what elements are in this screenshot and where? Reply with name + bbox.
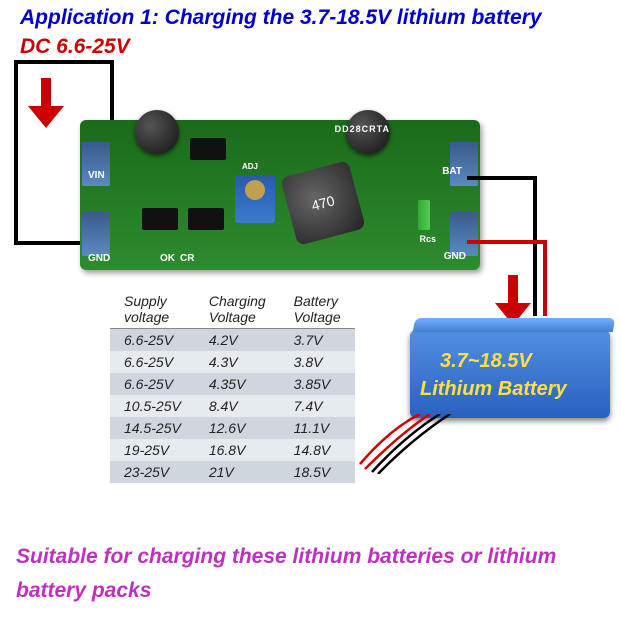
table-cell: 14.8V: [280, 439, 355, 461]
table-cell: 21V: [195, 461, 280, 483]
label-cr: CR: [180, 253, 194, 264]
label-vin: VIN: [88, 170, 105, 181]
table-cell: 4.35V: [195, 373, 280, 395]
table-cell: 12.6V: [195, 417, 280, 439]
col-charging: ChargingVoltage: [195, 290, 280, 329]
label-adj: ADJ: [242, 162, 258, 171]
table-cell: 6.6-25V: [110, 351, 195, 373]
table-cell: 14.5-25V: [110, 417, 195, 439]
wire-input-drop: [110, 60, 114, 120]
label-rcs: Rcs: [419, 234, 436, 244]
table-row: 14.5-25V12.6V11.1V: [110, 417, 355, 439]
label-gnd-left: GND: [88, 253, 110, 264]
table-body: 6.6-25V4.2V3.7V6.6-25V4.3V3.8V6.6-25V4.3…: [110, 329, 355, 484]
table-cell: 11.1V: [280, 417, 355, 439]
table-cell: 6.6-25V: [110, 329, 195, 352]
lithium-battery-pack: [410, 330, 610, 418]
label-bat: BAT: [442, 166, 462, 177]
sense-resistor: [418, 200, 430, 230]
table-cell: 3.85V: [280, 373, 355, 395]
wire-input-bottom: [14, 241, 88, 245]
ic-chip-bottom-right: [188, 208, 224, 230]
table-row: 23-25V21V18.5V: [110, 461, 355, 483]
table-cell: 4.3V: [195, 351, 280, 373]
charger-pcb: 470 VIN GND BAT GND OK CR ADJ DD28CRTA R…: [80, 120, 480, 270]
footer-note: Suitable for charging these lithium batt…: [16, 540, 621, 607]
label-model: DD28CRTA: [335, 124, 390, 134]
capacitor-left: [135, 110, 179, 154]
ic-chip-top: [190, 138, 226, 160]
voltage-table: Supplyvoltage ChargingVoltage BatteryVol…: [110, 290, 355, 483]
terminal-gnd-right: [450, 212, 478, 256]
table-cell: 8.4V: [195, 395, 280, 417]
wire-output-red-h: [467, 240, 547, 244]
inductor: 470: [280, 160, 366, 246]
table-cell: 10.5-25V: [110, 395, 195, 417]
ic-chip-bottom-left: [142, 208, 178, 230]
col-battery: BatteryVoltage: [280, 290, 355, 329]
label-gnd-right: GND: [444, 251, 466, 262]
table-row: 10.5-25V8.4V7.4V: [110, 395, 355, 417]
wire-input-top: [14, 60, 114, 64]
table-row: 6.6-25V4.35V3.85V: [110, 373, 355, 395]
terminal-gnd-left: [82, 212, 110, 256]
table-row: 6.6-25V4.3V3.8V: [110, 351, 355, 373]
wire-output-black-v: [533, 176, 537, 316]
battery-voltage-label: 3.7~18.5V: [440, 350, 532, 373]
input-arrow-icon: [28, 78, 64, 128]
table-cell: 3.8V: [280, 351, 355, 373]
table-cell: 7.4V: [280, 395, 355, 417]
battery-lead-wires: [350, 414, 470, 474]
table-cell: 6.6-25V: [110, 373, 195, 395]
wire-output-red-v: [543, 240, 547, 316]
wire-input-vertical: [14, 60, 18, 245]
table-cell: 16.8V: [195, 439, 280, 461]
table-cell: 23-25V: [110, 461, 195, 483]
application-title: Application 1: Charging the 3.7-18.5V li…: [20, 6, 542, 30]
wire-output-black-h: [467, 176, 537, 180]
table-row: 19-25V16.8V14.8V: [110, 439, 355, 461]
dc-input-label: DC 6.6-25V: [20, 35, 130, 59]
table-cell: 19-25V: [110, 439, 195, 461]
table-header-row: Supplyvoltage ChargingVoltage BatteryVol…: [110, 290, 355, 329]
table-cell: 3.7V: [280, 329, 355, 352]
table-row: 6.6-25V4.2V3.7V: [110, 329, 355, 352]
battery-type-label: Lithium Battery: [420, 378, 567, 401]
table-cell: 4.2V: [195, 329, 280, 352]
col-supply: Supplyvoltage: [110, 290, 195, 329]
table-cell: 18.5V: [280, 461, 355, 483]
label-ok: OK: [160, 253, 175, 264]
trim-potentiometer: [235, 175, 275, 223]
